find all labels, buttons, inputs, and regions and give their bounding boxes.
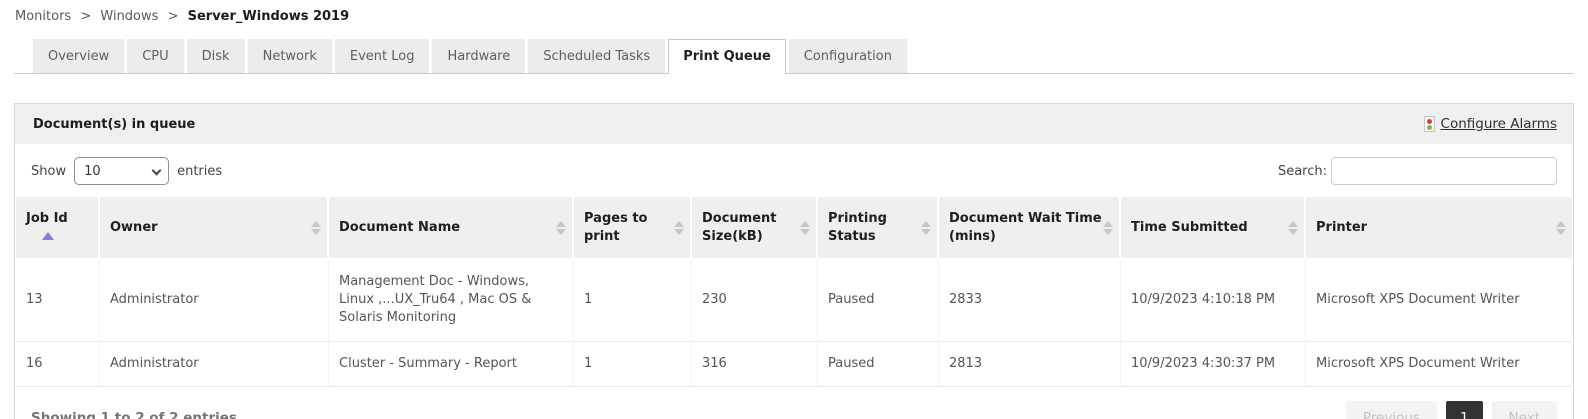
tab-print-queue[interactable]: Print Queue <box>668 39 786 74</box>
entries-select[interactable]: 10 <box>74 157 170 185</box>
tab-scheduled-tasks[interactable]: Scheduled Tasks <box>528 39 666 73</box>
panel-title: Document(s) in queue <box>33 116 196 132</box>
cell-job-id: 13 <box>16 258 100 342</box>
column-header-job-id[interactable]: Job Id <box>16 197 100 259</box>
configure-alarms-link[interactable]: Configure Alarms <box>1423 116 1557 132</box>
search-control: Search: <box>1278 157 1557 185</box>
tab-hardware[interactable]: Hardware <box>432 39 526 73</box>
cell-time-submitted: 10/9/2023 4:30:37 PM <box>1121 341 1306 387</box>
tab-overview[interactable]: Overview <box>33 39 125 73</box>
cell-pages-to-print: 1 <box>574 341 692 387</box>
sort-icon <box>800 220 810 235</box>
tab-configuration[interactable]: Configuration <box>788 39 907 73</box>
breadcrumb-separator: > <box>80 9 92 24</box>
column-header-printing-status[interactable]: Printing Status <box>818 197 939 259</box>
column-header-document-size[interactable]: Document Size(kB) <box>692 197 818 259</box>
search-input[interactable] <box>1331 157 1557 185</box>
breadcrumb: Monitors > Windows > Server_Windows 2019 <box>0 0 1588 24</box>
column-header-printer[interactable]: Printer <box>1306 197 1572 259</box>
cell-document-name: Cluster - Summary - Report <box>329 341 574 387</box>
cell-document-wait-time: 2813 <box>939 341 1121 387</box>
column-label: Owner <box>110 219 158 235</box>
sort-icon <box>921 220 931 235</box>
tab-disk[interactable]: Disk <box>186 39 245 73</box>
panel-header: Document(s) in queue Configure Alarms <box>15 104 1573 144</box>
column-header-document-name[interactable]: Document Name <box>329 197 574 259</box>
table-controls: Show 10 entries Search: <box>15 144 1573 197</box>
cell-owner: Administrator <box>100 258 329 342</box>
search-label: Search: <box>1277 163 1327 179</box>
sort-icon <box>1103 220 1113 235</box>
cell-time-submitted: 10/9/2023 4:10:18 PM <box>1121 258 1306 342</box>
breadcrumb-current-monitor: Server_Windows 2019 <box>187 9 350 24</box>
column-label: Pages to print <box>584 211 648 244</box>
column-header-document-wait-time[interactable]: Document Wait Time (mins) <box>939 197 1121 259</box>
breadcrumb-item-monitors[interactable]: Monitors <box>15 9 72 24</box>
column-header-time-submitted[interactable]: Time Submitted <box>1121 197 1306 259</box>
sort-icon <box>311 220 321 235</box>
column-header-owner[interactable]: Owner <box>100 197 329 259</box>
table-row: 16 Administrator Cluster - Summary - Rep… <box>16 341 1572 387</box>
column-label: Time Submitted <box>1131 219 1248 235</box>
cell-document-wait-time: 2833 <box>939 258 1121 342</box>
sort-icon <box>674 220 684 235</box>
print-queue-panel: Document(s) in queue Configure Alarms Sh… <box>14 103 1574 419</box>
tab-cpu[interactable]: CPU <box>127 39 184 73</box>
column-header-pages-to-print[interactable]: Pages to print <box>574 197 692 259</box>
next-page-button[interactable]: Next <box>1491 400 1557 419</box>
print-queue-table: Job Id Owner Document Name Pages to prin… <box>16 197 1572 387</box>
sort-asc-icon <box>42 232 54 241</box>
table-row: 13 Administrator Management Doc - Window… <box>16 258 1572 342</box>
traffic-light-icon <box>1423 116 1435 132</box>
monitor-tab-bar: Overview CPU Disk Network Event Log Hard… <box>14 39 1574 74</box>
breadcrumb-item-windows[interactable]: Windows <box>100 9 159 24</box>
column-label: Document Wait Time (mins) <box>949 211 1102 244</box>
column-label: Document Size(kB) <box>702 211 777 244</box>
cell-owner: Administrator <box>100 341 329 387</box>
entries-summary: Showing 1 to 2 of 2 entries <box>31 409 237 419</box>
cell-printer: Microsoft XPS Document Writer <box>1306 341 1572 387</box>
column-label: Printing Status <box>828 211 887 244</box>
sort-icon <box>556 220 566 235</box>
show-label: Show <box>31 163 67 179</box>
tab-network[interactable]: Network <box>247 39 332 73</box>
cell-pages-to-print: 1 <box>574 258 692 342</box>
page-length-control: Show 10 entries <box>31 157 222 185</box>
sort-icon <box>1556 220 1566 235</box>
pagination: Previous 1 Next <box>1345 400 1557 419</box>
tab-event-log[interactable]: Event Log <box>334 39 430 73</box>
cell-job-id: 16 <box>16 341 100 387</box>
column-label: Document Name <box>339 219 461 235</box>
cell-document-size: 316 <box>692 341 818 387</box>
table-header-row: Job Id Owner Document Name Pages to prin… <box>16 197 1572 259</box>
cell-printing-status: Paused <box>818 341 939 387</box>
column-label: Printer <box>1316 219 1368 235</box>
sort-icon <box>1288 220 1298 235</box>
breadcrumb-separator: > <box>167 9 179 24</box>
current-page-button[interactable]: 1 <box>1445 400 1483 419</box>
configure-alarms-label: Configure Alarms <box>1440 116 1557 132</box>
cell-printer: Microsoft XPS Document Writer <box>1306 258 1572 342</box>
previous-page-button[interactable]: Previous <box>1345 400 1437 419</box>
print-queue-table-wrap: Job Id Owner Document Name Pages to prin… <box>15 197 1573 387</box>
column-label: Job Id <box>26 211 68 226</box>
cell-document-name: Management Doc - Windows, Linux ,...UX_T… <box>329 258 574 342</box>
cell-document-size: 230 <box>692 258 818 342</box>
entries-label: entries <box>177 163 223 179</box>
cell-printing-status: Paused <box>818 258 939 342</box>
table-footer: Showing 1 to 2 of 2 entries Previous 1 N… <box>15 387 1573 419</box>
entries-select-wrap: 10 <box>74 157 170 185</box>
